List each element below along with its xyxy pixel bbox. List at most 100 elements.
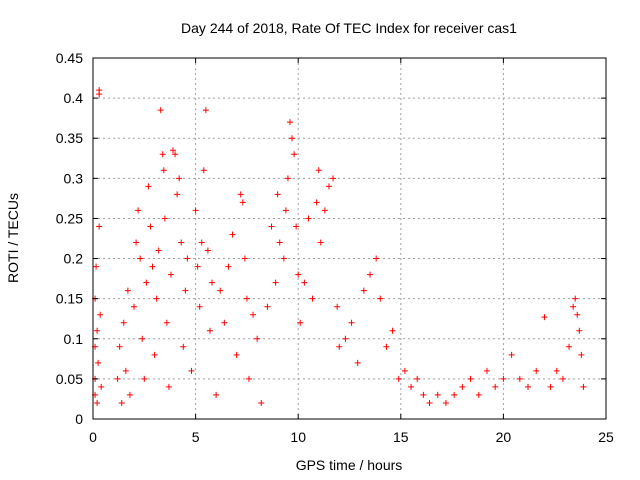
data-point: [246, 376, 252, 382]
data-point: [548, 384, 554, 390]
data-point: [98, 384, 104, 390]
data-point: [509, 352, 515, 358]
data-point: [96, 91, 102, 97]
data-point: [188, 368, 194, 374]
y-tick-label: 0.25: [56, 210, 83, 226]
data-point: [230, 231, 236, 237]
x-tick-label: 15: [393, 429, 409, 445]
data-point: [174, 191, 180, 197]
data-point: [150, 264, 156, 270]
data-point: [217, 288, 223, 294]
data-point: [287, 119, 293, 125]
roti-scatter-chart: Day 244 of 2018, Rate Of TEC Index for r…: [0, 0, 640, 480]
data-point: [396, 376, 402, 382]
data-point: [283, 207, 289, 213]
data-point: [326, 183, 332, 189]
data-point: [131, 304, 137, 310]
data-point: [291, 151, 297, 157]
data-point: [580, 384, 586, 390]
data-point: [207, 328, 213, 334]
data-point: [443, 400, 449, 406]
data-point: [383, 344, 389, 350]
data-point: [161, 167, 167, 173]
data-point: [541, 314, 547, 320]
data-point: [349, 320, 355, 326]
y-tick-label: 0.3: [64, 170, 84, 186]
y-tick-label: 0.1: [64, 331, 84, 347]
data-point: [168, 272, 174, 278]
data-point: [133, 240, 139, 246]
x-tick-label: 5: [192, 429, 200, 445]
data-point: [123, 368, 129, 374]
data-point: [355, 360, 361, 366]
data-point: [273, 280, 279, 286]
data-point: [420, 392, 426, 398]
data-point: [361, 288, 367, 294]
y-tick-label: 0.45: [56, 50, 83, 66]
data-point: [373, 256, 379, 262]
data-point: [269, 223, 275, 229]
data-point: [96, 223, 102, 229]
data-point: [137, 256, 143, 262]
data-point: [517, 376, 523, 382]
data-point: [305, 215, 311, 221]
data-point: [152, 352, 158, 358]
data-point: [275, 191, 281, 197]
data-point: [94, 400, 100, 406]
x-axis-title: GPS time / hours: [296, 457, 403, 473]
data-point: [318, 240, 324, 246]
data-point: [244, 296, 250, 302]
data-point: [176, 175, 182, 181]
data-point: [295, 272, 301, 278]
data-points: [92, 87, 586, 406]
data-point: [281, 256, 287, 262]
data-point: [476, 392, 482, 398]
data-point: [205, 248, 211, 254]
data-point: [334, 304, 340, 310]
data-point: [240, 199, 246, 205]
data-point: [141, 376, 147, 382]
data-point: [117, 344, 123, 350]
data-point: [316, 167, 322, 173]
data-point: [408, 384, 414, 390]
data-point: [566, 344, 572, 350]
data-point: [330, 175, 336, 181]
data-point: [285, 175, 291, 181]
data-point: [213, 392, 219, 398]
x-tick-label: 20: [496, 429, 512, 445]
data-point: [160, 151, 166, 157]
data-point: [225, 264, 231, 270]
data-point: [533, 368, 539, 374]
y-axis-ticks: 0 0.05 0.1 0.15 0.2 0.25 0.3 0.35 0.4 0.45: [56, 50, 606, 427]
data-point: [264, 304, 270, 310]
data-point: [468, 376, 474, 382]
data-point: [97, 312, 103, 318]
data-point: [115, 376, 121, 382]
data-point: [156, 248, 162, 254]
data-point: [254, 336, 260, 342]
data-point: [572, 296, 578, 302]
data-point: [201, 167, 207, 173]
data-point: [492, 384, 498, 390]
data-point: [390, 328, 396, 334]
data-point: [94, 328, 100, 334]
data-point: [182, 288, 188, 294]
data-point: [570, 304, 576, 310]
data-point: [342, 336, 348, 342]
data-point: [242, 256, 248, 262]
data-point: [277, 240, 283, 246]
data-point: [180, 344, 186, 350]
grid: [93, 58, 606, 419]
plot-frame: [93, 58, 606, 419]
y-tick-label: 0.4: [64, 90, 84, 106]
data-point: [367, 272, 373, 278]
data-point: [158, 107, 164, 113]
x-tick-label: 25: [598, 429, 614, 445]
data-point: [554, 368, 560, 374]
data-point: [162, 215, 168, 221]
data-point: [250, 312, 256, 318]
data-point: [414, 376, 420, 382]
data-point: [525, 384, 531, 390]
data-point: [139, 336, 145, 342]
data-point: [203, 107, 209, 113]
